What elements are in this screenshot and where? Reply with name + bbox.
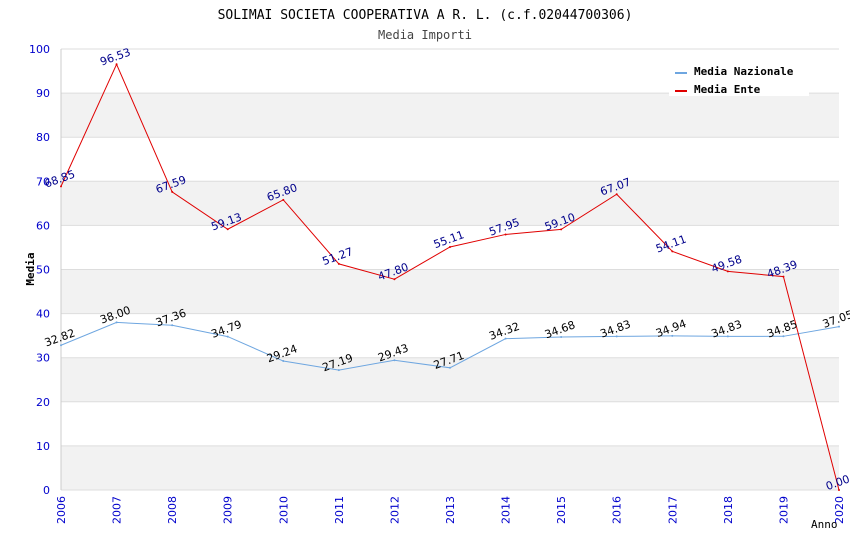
band-40 xyxy=(61,269,839,314)
point-media-nazionale-2013 xyxy=(449,366,451,369)
point-media-nazionale-2007 xyxy=(115,321,118,324)
x-tick-label-2016: 2016 xyxy=(611,496,624,524)
point-media-nazionale-2015 xyxy=(560,336,563,339)
x-tick-label-2018: 2018 xyxy=(722,496,735,524)
background-bands xyxy=(61,93,839,490)
legend-label-media-ente: Media Ente xyxy=(694,83,761,96)
x-tick-label-2014: 2014 xyxy=(500,496,513,524)
y-tick-label-40: 40 xyxy=(36,308,50,321)
point-media-nazionale-2014 xyxy=(504,337,507,340)
legend-box xyxy=(669,60,809,96)
x-axis-label: Anno xyxy=(811,518,838,531)
y-tick-label-0: 0 xyxy=(43,484,50,497)
point-media-ente-2015 xyxy=(560,228,563,231)
band-20 xyxy=(61,357,839,402)
x-tick-label-2017: 2017 xyxy=(666,496,679,524)
point-media-ente-2019 xyxy=(782,275,785,278)
band-60 xyxy=(61,181,839,226)
point-media-ente-2013 xyxy=(449,245,451,248)
x-tick-label-2013: 2013 xyxy=(444,496,457,524)
point-media-ente-2008 xyxy=(171,190,174,193)
x-tick-label-2008: 2008 xyxy=(166,496,179,524)
x-axis-ticks: 2006 2007 2008 2009 2010 2011 2012 2013 2014 2015… xyxy=(55,496,846,524)
x-tick-label-2011: 2011 xyxy=(333,496,346,524)
y-tick-label-30: 30 xyxy=(36,352,50,365)
y-axis-label: Media xyxy=(24,252,37,285)
x-tick-label-2007: 2007 xyxy=(111,496,124,524)
data-label-media-nazionale-2009: 34.79 xyxy=(209,318,243,341)
y-tick-label-60: 60 xyxy=(36,219,50,232)
legend-label-media-nazionale: Media Nazionale xyxy=(694,65,794,78)
x-tick-label-2006: 2006 xyxy=(55,496,68,524)
point-media-nazionale-2008 xyxy=(171,324,174,327)
y-tick-label-70: 70 xyxy=(36,175,50,188)
y-tick-label-80: 80 xyxy=(36,131,50,144)
y-tick-label-10: 10 xyxy=(36,440,50,453)
point-media-ente-2014 xyxy=(504,233,507,236)
point-media-ente-2012 xyxy=(393,278,396,281)
y-tick-label-50: 50 xyxy=(36,264,50,277)
point-media-nazionale-2011 xyxy=(337,369,340,372)
band-80 xyxy=(61,93,839,138)
series-lines xyxy=(60,63,840,491)
x-tick-label-2009: 2009 xyxy=(222,496,235,524)
y-tick-label-90: 90 xyxy=(36,87,50,100)
y-tick-label-100: 100 xyxy=(29,43,50,56)
data-label-media-nazionale-2018: 34.83 xyxy=(710,318,744,341)
data-label-media-nazionale-2017: 34.94 xyxy=(654,317,688,340)
point-media-nazionale-2006 xyxy=(60,344,62,347)
point-media-nazionale-2009 xyxy=(226,335,229,338)
data-label-media-nazionale-2019: 34.85 xyxy=(765,318,799,341)
data-label-media-ente-2017: 54.11 xyxy=(654,233,688,256)
point-media-nazionale-2017 xyxy=(671,334,674,337)
x-tick-label-2010: 2010 xyxy=(277,496,290,524)
chart-subtitle: Media Importi xyxy=(378,28,472,42)
point-media-ente-2018 xyxy=(726,270,729,273)
legend: Media Nazionale Media Ente xyxy=(669,60,809,96)
point-media-nazionale-2016 xyxy=(615,335,618,338)
point-media-ente-2010 xyxy=(282,198,285,201)
point-media-nazionale-2020 xyxy=(838,325,840,328)
point-media-ente-2009 xyxy=(226,228,229,231)
data-label-media-nazionale-2016: 34.83 xyxy=(598,318,632,341)
point-media-nazionale-2012 xyxy=(393,359,396,362)
point-media-nazionale-2019 xyxy=(782,335,785,338)
band-0 xyxy=(61,445,839,490)
point-media-ente-2007 xyxy=(115,63,118,66)
point-media-ente-2016 xyxy=(615,193,618,196)
x-tick-label-2019: 2019 xyxy=(777,496,790,524)
gridlines xyxy=(60,48,839,491)
chart-title: SOLIMAI SOCIETA COOPERATIVA A R. L. (c.f… xyxy=(218,8,633,23)
data-label-media-nazionale-2006: 32.82 xyxy=(43,326,77,349)
x-tick-label-2015: 2015 xyxy=(555,496,568,524)
point-media-ente-2017 xyxy=(671,250,674,253)
point-media-ente-2020 xyxy=(838,489,840,491)
point-media-ente-2011 xyxy=(337,262,340,265)
y-tick-label-20: 20 xyxy=(36,396,50,409)
x-tick-label-2020: 2020 xyxy=(833,496,846,524)
point-media-nazionale-2010 xyxy=(282,360,285,363)
x-tick-label-2012: 2012 xyxy=(388,496,401,524)
point-media-nazionale-2018 xyxy=(726,335,729,338)
point-media-ente-2006 xyxy=(60,185,62,188)
data-label-media-nazionale-2015: 34.68 xyxy=(543,318,577,341)
y-axis-ticks: 0 10 20 30 40 50 60 70 80 90 100 xyxy=(29,43,50,497)
